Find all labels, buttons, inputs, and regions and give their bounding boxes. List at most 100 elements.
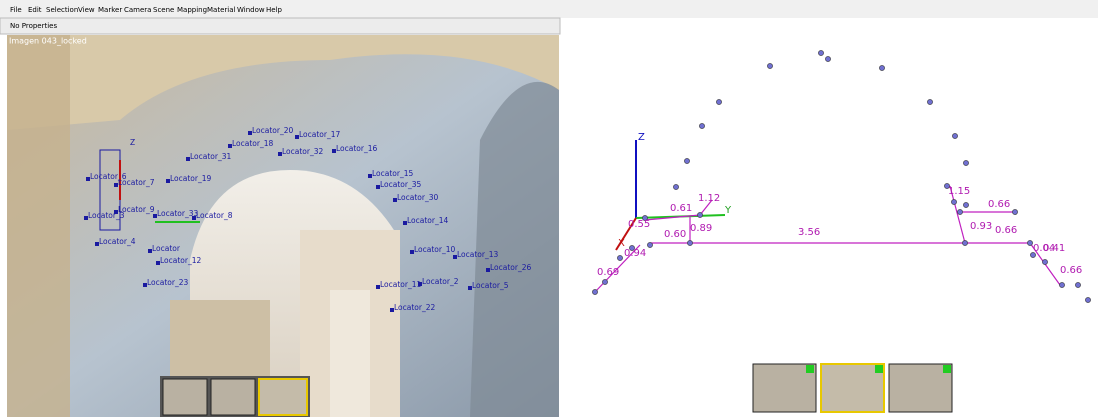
locator-marker — [453, 255, 457, 259]
locator-marker — [114, 210, 118, 214]
scene-point — [684, 158, 690, 164]
locator-marker — [84, 216, 88, 220]
scene-point — [767, 63, 773, 69]
locator-marker — [228, 144, 232, 148]
toolbar — [0, 17, 561, 35]
locator-marker — [153, 214, 157, 218]
photo-viewport: Z Imagen 043_locked — [7, 35, 559, 417]
locator-marker — [403, 221, 407, 225]
measurement-label: 0.66 — [1060, 265, 1082, 276]
scene-point — [944, 183, 950, 189]
menu-item: Scene — [153, 6, 174, 14]
locator-marker — [393, 198, 397, 202]
menu-item: Marker — [98, 6, 122, 14]
locator-marker — [295, 135, 299, 139]
scene-point — [963, 202, 969, 208]
locator-marker — [332, 149, 336, 153]
locator-marker — [186, 157, 190, 161]
locator-label: Locator_10 — [414, 245, 455, 254]
locator-label: Locator_6 — [90, 172, 127, 181]
scene-point — [629, 245, 635, 251]
scene-point — [617, 255, 623, 261]
scene-point — [687, 240, 693, 246]
locator-marker — [390, 308, 394, 312]
measurement-label: 0.61 — [670, 203, 692, 214]
locator-marker — [368, 174, 372, 178]
scene-point — [699, 123, 705, 129]
axis-label: X — [618, 238, 625, 249]
measurement-label: 3.56 — [798, 227, 820, 238]
measurement-label: 0.55 — [628, 219, 650, 230]
measurement-label: 0.89 — [690, 223, 712, 234]
thumbnail-strip — [160, 363, 955, 417]
locator-label: Locator_17 — [299, 130, 340, 139]
locator-label: Locator_35 — [380, 180, 421, 189]
locator-marker — [148, 249, 152, 253]
locator-label: Locator_18 — [232, 139, 273, 148]
scene-point — [673, 184, 679, 190]
scene-point — [1030, 252, 1036, 258]
scene-point — [963, 160, 969, 166]
locator-label: Locator_7 — [118, 178, 155, 187]
menu-item: Window — [237, 6, 265, 14]
locator-marker — [156, 261, 160, 265]
locator-marker — [418, 282, 422, 286]
scene-point — [647, 242, 653, 248]
locator-marker — [278, 152, 282, 156]
locator-label: Locator_22 — [394, 303, 435, 312]
scene-point — [951, 199, 957, 205]
scene-point — [1059, 282, 1065, 288]
viewport-title: Imagen 043_locked — [9, 37, 87, 46]
axis-label: Z — [130, 138, 135, 147]
menu-item: Help — [266, 6, 283, 14]
locator-marker — [143, 283, 147, 287]
locator-label: Locator_12 — [160, 256, 201, 265]
locator-marker — [410, 250, 414, 254]
measurement-label: 1.12 — [698, 193, 720, 204]
locator-marker — [114, 183, 118, 187]
locator-label: Locator_16 — [336, 144, 377, 153]
locator-label: Locator_14 — [407, 216, 448, 225]
locator-label: Locator_15 — [372, 169, 413, 178]
locator-label: Locator_19 — [170, 174, 211, 183]
menu-item: File — [10, 6, 22, 14]
scene-point — [716, 99, 722, 105]
locator-marker — [376, 285, 380, 289]
scene-point — [825, 56, 831, 62]
axis-label: Y — [724, 205, 732, 216]
measurement-label: 0.69 — [597, 267, 619, 278]
menu-item: Camera — [124, 6, 151, 14]
scene-3d: Z Y X — [592, 50, 1091, 303]
locator-label: Locator_9 — [118, 205, 155, 214]
scene-point — [602, 279, 608, 285]
scene-point — [1075, 282, 1081, 288]
locator-label: Locator_8 — [196, 211, 233, 220]
locator-label: Locator_23 — [147, 278, 188, 287]
locator-marker — [95, 242, 99, 246]
locator-label: Locator_13 — [457, 250, 498, 259]
measurement-label: 0.66 — [988, 199, 1010, 210]
measurements: 0.611.120.55 0.890.60 3.561.150.660.93 0.66… — [597, 186, 1082, 278]
menu-item: Mapping — [177, 6, 207, 14]
scene-point — [1012, 209, 1018, 215]
locator-label: Locator_31 — [190, 152, 231, 161]
measurement-label: 0.60 — [664, 229, 686, 240]
scene-point — [1085, 297, 1091, 303]
measurement-label: 0.04 — [1033, 243, 1055, 254]
locator-label: Locator_3 — [88, 211, 125, 220]
menu-bar — [0, 0, 1098, 18]
scene-point — [962, 240, 968, 246]
measurement-label: 1.15 — [948, 186, 970, 197]
locator-marker — [248, 131, 252, 135]
axis-label: Z — [638, 132, 645, 143]
menu-item: Material — [207, 6, 235, 14]
measurement-label: 0.94 — [624, 248, 646, 259]
scene-point — [642, 215, 648, 221]
locators: Locator_20 Locator_17 Locator_18 Locator_32… — [84, 126, 531, 312]
locator-marker — [468, 286, 472, 290]
menu: File Edit Selection View Marker Camera Scene Ma… — [10, 6, 283, 14]
scene-point — [592, 289, 598, 295]
locator-label: Locator_4 — [99, 237, 136, 246]
locator-marker — [86, 177, 90, 181]
